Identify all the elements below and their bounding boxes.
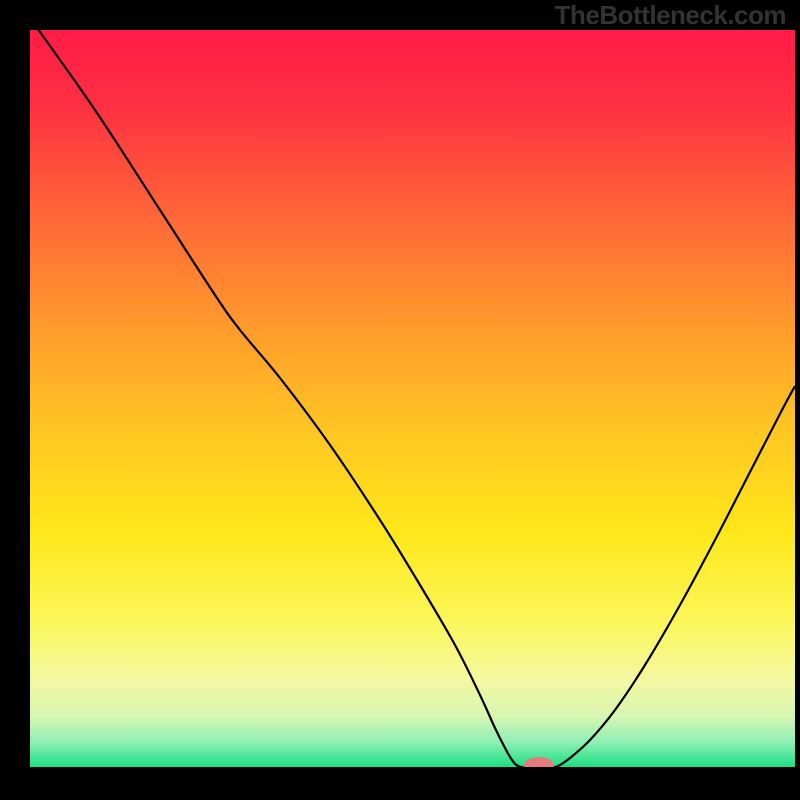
bottleneck-chart — [0, 0, 800, 800]
plot-area — [30, 18, 795, 773]
watermark-text: TheBottleneck.com — [555, 0, 786, 31]
gradient-background — [30, 30, 795, 768]
chart-frame: TheBottleneck.com — [0, 0, 800, 800]
